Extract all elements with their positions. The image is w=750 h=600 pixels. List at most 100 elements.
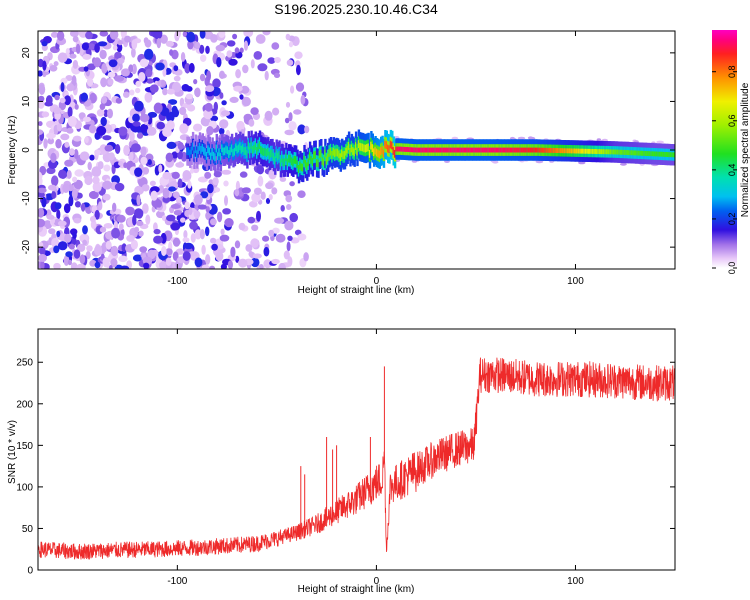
heatmap-noise-cell — [223, 180, 229, 187]
heatmap-noise-cell — [56, 31, 65, 41]
heatmap-ridge-cell — [562, 148, 565, 154]
heatmap-noise-cell — [213, 101, 218, 112]
heatmap-ridge-cell — [600, 149, 603, 155]
heatmap-noise-cell — [118, 126, 128, 136]
heatmap-noise-cell — [180, 52, 186, 62]
heatmap-ridge-cell — [290, 157, 294, 166]
heatmap-noise-cell — [136, 132, 144, 139]
heatmap-noise-cell — [108, 152, 115, 161]
heatmap-noise-cell — [273, 72, 281, 78]
heatmap-noise-cell — [38, 95, 45, 102]
heatmap-noise-cell — [189, 221, 198, 230]
snr-y-tick-label: 250 — [16, 358, 33, 369]
heatmap-noise-cell — [271, 42, 280, 50]
heatmap-noise-cell — [131, 47, 136, 58]
heatmap-noise-cell — [55, 138, 62, 149]
heatmap-noise-cell — [264, 110, 273, 121]
heatmap-noise-cell — [38, 58, 44, 68]
heatmap-noise-cell — [89, 154, 95, 161]
heatmap-noise-cell — [150, 186, 160, 193]
heatmap-ridge-cell — [396, 146, 400, 152]
heatmap-noise-cell — [183, 242, 194, 250]
heatmap-noise-cell — [245, 244, 253, 252]
heatmap-ridge-cell — [318, 150, 322, 159]
heatmap-noise-cell — [158, 164, 163, 174]
heatmap-noise-cell — [188, 62, 195, 73]
heatmap-noise-cell — [96, 109, 105, 117]
heatmap-noise-cell — [265, 182, 274, 190]
heatmap-noise-cell — [205, 85, 215, 92]
heatmap-noise-cell — [66, 170, 72, 179]
heatmap-noise-cell — [69, 53, 77, 59]
heatmap-noise-cell — [214, 187, 221, 193]
heatmap-ridge-cell — [194, 145, 198, 153]
heatmap-ridge-cell — [374, 146, 377, 155]
heatmap-halo-cell — [492, 160, 499, 164]
heatmap-ridge-cell — [237, 144, 241, 153]
heatmap-ridge-cell — [347, 142, 351, 150]
heatmap-noise-cell — [132, 254, 143, 262]
heatmap-ridge-cell — [368, 150, 372, 158]
heatmap-noise-cell — [116, 42, 123, 53]
heatmap-ridge-cell — [568, 148, 571, 154]
heatmap-noise-cell — [63, 203, 71, 214]
heatmap-ridge-cell — [428, 147, 432, 153]
heatmap-ridge-cell — [467, 147, 471, 153]
heatmap-ridge-cell — [283, 158, 287, 167]
heatmap-ridge-cell — [256, 147, 259, 155]
heatmap-ridge-cell — [561, 148, 564, 154]
heatmap-cells — [38, 31, 675, 269]
heatmap-ridge-cell — [526, 147, 529, 153]
heatmap-noise-cell — [147, 159, 152, 166]
heatmap-noise-cell — [172, 237, 181, 247]
heatmap-ridge-cell — [434, 147, 437, 153]
heatmap-noise-cell — [203, 109, 214, 120]
heatmap-noise-cell — [145, 68, 153, 78]
heatmap-ridge-cell — [563, 148, 567, 154]
heatmap-ridge-cell — [602, 149, 606, 155]
heatmap-noise-cell — [180, 217, 186, 223]
heatmap-ridge-cell — [524, 147, 528, 153]
heatmap-noise-cell — [197, 204, 207, 210]
heatmap-ridge-cell — [341, 149, 344, 158]
heatmap-noise-cell — [287, 235, 293, 241]
heatmap-noise-cell — [253, 187, 262, 195]
heatmap-noise-cell — [153, 102, 163, 114]
heatmap-ridge-cell — [350, 144, 354, 153]
heatmap-ridge-cell — [488, 147, 492, 153]
heatmap-noise-cell — [144, 92, 153, 103]
heatmap-ridge-cell — [258, 141, 262, 149]
snr-y-tick-label: 200 — [16, 399, 33, 410]
heatmap-ridge-cell — [322, 158, 326, 167]
heatmap-noise-cell — [199, 44, 205, 54]
heatmap-ridge-cell — [435, 147, 439, 153]
heatmap-noise-cell — [162, 171, 172, 180]
heatmap-noise-cell — [114, 75, 124, 82]
heatmap-noise-cell — [177, 178, 183, 188]
heatmap-noise-cell — [102, 257, 110, 268]
snr-y-tick-label: 100 — [16, 482, 33, 493]
heatmap-noise-cell — [165, 40, 174, 48]
heatmap-noise-cell — [155, 62, 165, 71]
heatmap-halo-cell — [535, 160, 544, 164]
heatmap-noise-cell — [232, 33, 238, 40]
heatmap-ridge-cell — [197, 146, 200, 154]
heatmap-ridge-cell — [608, 149, 611, 155]
heatmap-ridge-cell — [303, 155, 306, 164]
heatmap-noise-cell — [56, 230, 61, 238]
heatmap-ridge-cell — [540, 147, 543, 153]
heatmap-ridge-cell — [577, 148, 581, 154]
heatmap-noise-cell — [38, 121, 43, 127]
heatmap-noise-cell — [250, 59, 255, 69]
heatmap-noise-cell — [260, 191, 266, 200]
heatmap-noise-cell — [226, 40, 236, 47]
heatmap-noise-cell — [149, 84, 159, 93]
heatmap-ridge-cell — [431, 147, 434, 153]
heatmap-noise-cell — [85, 251, 91, 260]
heatmap-ridge-cell — [551, 148, 554, 153]
heatmap-ridge-cell — [359, 142, 362, 151]
heatmap-noise-cell — [49, 65, 58, 72]
heatmap-ridge-cell — [250, 141, 253, 150]
heatmap-ridge-cell — [451, 147, 454, 153]
heatmap-noise-cell — [87, 63, 96, 71]
